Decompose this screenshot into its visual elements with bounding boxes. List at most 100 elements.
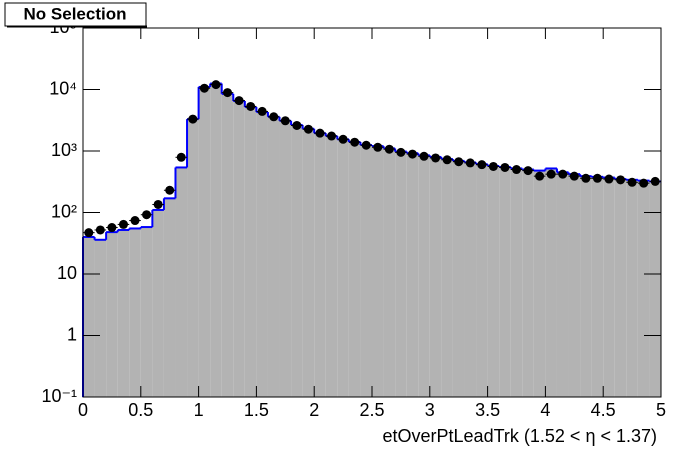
x-tick-label: 4	[540, 400, 550, 420]
x-tick-label: 0.5	[128, 400, 153, 420]
histogram-bar	[106, 232, 118, 397]
x-tick-label: 2	[309, 400, 319, 420]
x-tick-label: 1.5	[244, 400, 269, 420]
y-tick-label: 10²	[51, 201, 77, 221]
histogram-bar	[510, 168, 523, 397]
histogram-bar	[591, 176, 604, 397]
data-point	[315, 128, 325, 138]
data-point	[327, 131, 337, 141]
data-point	[361, 140, 371, 150]
data-point	[338, 134, 348, 144]
x-tick-label: 1	[194, 400, 204, 420]
data-point	[384, 144, 394, 154]
x-tick-label: 3	[425, 400, 435, 420]
data-point	[477, 160, 487, 170]
data-point	[569, 171, 579, 181]
histogram-bar	[83, 236, 95, 397]
histogram-bar	[267, 116, 280, 397]
data-point	[639, 178, 649, 188]
histogram-bar	[603, 177, 615, 397]
x-tick-label: 5	[656, 400, 666, 420]
histogram-bar	[637, 180, 650, 397]
data-point	[500, 162, 510, 172]
data-point	[223, 88, 232, 98]
histogram-bar	[545, 168, 557, 397]
histogram-bar	[372, 146, 384, 397]
histogram-bar	[429, 156, 442, 397]
data-point	[234, 96, 244, 106]
histogram-bar	[441, 159, 453, 397]
data-point	[558, 169, 568, 179]
data-point	[211, 80, 221, 90]
histogram-bar	[452, 160, 465, 397]
data-point	[84, 228, 94, 238]
x-tick-label: 4.5	[591, 400, 616, 420]
data-point	[627, 177, 637, 187]
histogram-bar	[649, 181, 661, 397]
data-point	[442, 155, 452, 165]
data-point	[153, 199, 163, 209]
histogram-bar	[487, 166, 500, 397]
histogram-bar	[221, 93, 234, 398]
x-tick-label: 3.5	[475, 400, 500, 420]
data-point	[512, 165, 521, 175]
histogram-bar	[117, 229, 130, 397]
data-point	[176, 152, 186, 162]
data-point	[535, 171, 545, 181]
data-point	[142, 210, 152, 220]
data-point	[188, 114, 198, 124]
data-point	[165, 185, 175, 195]
data-point	[454, 157, 464, 167]
histogram-bar	[406, 153, 419, 397]
histogram-bar	[129, 228, 141, 397]
data-point	[292, 120, 302, 130]
plot-area	[82, 80, 661, 398]
data-point	[199, 83, 209, 93]
histogram-bar	[568, 174, 581, 397]
histogram-bar	[152, 209, 164, 397]
histogram-bar	[522, 169, 534, 397]
y-tick-label: 10³	[51, 140, 77, 160]
histogram-bar	[337, 139, 349, 397]
data-point	[396, 147, 406, 157]
x-axis-label: etOverPtLeadTrk (1.52 < η < 1.37)	[383, 426, 657, 446]
data-point	[488, 161, 498, 171]
histogram-bar	[626, 179, 638, 397]
data-point	[303, 124, 313, 134]
histogram-bar	[175, 167, 188, 397]
histogram-bar	[580, 176, 592, 397]
data-point	[130, 216, 140, 226]
data-point	[523, 166, 533, 176]
data-point	[581, 173, 591, 183]
histogram-bar	[140, 227, 153, 397]
histogram-bar	[163, 198, 176, 397]
data-point	[592, 173, 602, 183]
data-point	[107, 223, 117, 233]
data-point	[257, 106, 267, 116]
data-point	[546, 169, 556, 179]
histogram-bar	[233, 101, 245, 397]
y-tick-label: 1	[67, 324, 77, 344]
x-tick-label: 2.5	[359, 400, 384, 420]
data-point	[118, 219, 128, 229]
histogram-bar	[348, 142, 361, 397]
x-tick-label: 0	[78, 400, 88, 420]
histogram-bar	[94, 239, 107, 397]
data-point	[407, 149, 417, 159]
histogram-bar	[210, 83, 222, 397]
data-point	[604, 174, 614, 184]
data-point	[465, 158, 475, 168]
histogram-bar	[244, 106, 257, 398]
data-point	[373, 142, 383, 152]
histogram-bar	[395, 151, 407, 397]
data-point	[95, 225, 105, 235]
data-point	[269, 112, 279, 122]
histogram-bar	[302, 128, 315, 398]
data-point	[431, 153, 441, 163]
histogram-bar	[418, 155, 430, 397]
histogram-bar	[256, 112, 268, 397]
data-point	[280, 116, 290, 126]
data-point	[616, 175, 626, 185]
histogram-bar	[499, 166, 511, 397]
